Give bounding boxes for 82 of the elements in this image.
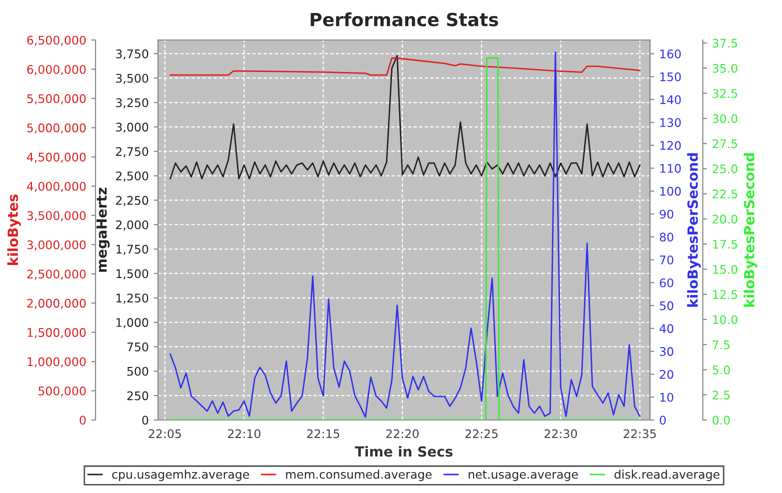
x-tick-label: 22:30	[544, 429, 577, 438]
y2-tick-label: 500,000	[38, 386, 86, 397]
y-tick-label: 3,750	[116, 49, 148, 60]
y-tick-label: 2,750	[116, 147, 148, 158]
y3-tick-label: 70	[660, 255, 674, 264]
legend-label: net.usage.average	[468, 470, 578, 482]
y-tick-label: 22.5	[712, 190, 738, 198]
y-tick-label: 32.5	[712, 89, 738, 98]
y-tick-label: 25.0	[712, 164, 738, 174]
y3-tick-label: 30	[660, 347, 674, 356]
y2-tick-label: 1,000,000	[28, 357, 86, 368]
y-tick-label: 20.0	[712, 214, 738, 224]
y2-tick-label: 1,500,000	[28, 328, 86, 338]
y-tick-label: 27.5	[712, 139, 738, 148]
y-tick-label: 1,500	[116, 269, 148, 280]
y3-tick-label: 150	[660, 72, 681, 82]
x-tick-label: 22:15	[307, 429, 340, 438]
y2-tick-label: 6,000,000	[27, 64, 86, 76]
y-tick-label: 2.5	[712, 390, 730, 400]
x-tick-label: 22:20	[386, 429, 419, 438]
y-tick-label: 3,500	[116, 74, 148, 84]
legend-label: cpu.usagemhz.average	[112, 470, 250, 482]
x-tick-label: 22:10	[228, 429, 260, 438]
y2-tick-label: 4,500,000	[26, 152, 86, 163]
legend-label: mem.consumed.average	[286, 470, 432, 482]
y2-tick-label: 5,500,000	[27, 94, 86, 104]
y2-tick-label: 3,500,000	[27, 211, 86, 222]
y-tick-label: 15.0	[713, 264, 738, 274]
y-tick-label: 35.0	[712, 64, 738, 73]
y3-axis-title: kiloBytesPerSecond	[687, 153, 701, 307]
y-tick-label: 10.0	[713, 315, 738, 324]
y-tick-label: 3,250	[116, 98, 148, 108]
x-tick-label: 22:05	[148, 429, 181, 438]
y-tick-label: 2,000	[116, 220, 148, 230]
y2-tick-label: 2,000,000	[27, 298, 86, 309]
y-tick-label: 7.5	[712, 340, 730, 350]
y-tick-label: 1,750	[116, 244, 148, 255]
y-tick-label: 2,250	[116, 196, 148, 206]
x-tick-label: 22:25	[465, 429, 498, 438]
y3-tick-label: 60	[660, 278, 674, 288]
line-series	[170, 54, 641, 180]
y2-tick-label: 5,000,000	[27, 123, 86, 134]
y3-tick-label: 140	[660, 95, 681, 104]
y-tick-label: 5.0	[712, 365, 730, 374]
y-tick-label: 3,000	[116, 122, 148, 133]
y-tick-label: 12.5	[713, 290, 738, 299]
line-series	[170, 57, 641, 76]
chart-title: Performance Stats	[310, 12, 498, 26]
y3-tick-label: 40	[660, 324, 674, 334]
y3-tick-label: 90	[660, 210, 674, 219]
y2-tick-label: 6,500,000	[27, 36, 86, 46]
y-tick-label: 750	[127, 342, 148, 352]
y-tick-label: 250	[127, 391, 148, 400]
y-axis-title: kiloBytesPerSecond	[744, 153, 758, 307]
y3-tick-label: 110	[660, 164, 681, 173]
y3-tick-label: 160	[660, 49, 681, 58]
y3-tick-label: 0	[660, 416, 666, 425]
legend-label: disk.read.average	[614, 470, 720, 482]
y-tick-label: 37.5	[712, 38, 738, 48]
y2-axis-title: kiloBytes	[7, 194, 21, 265]
y-tick-label: 500	[127, 366, 148, 376]
y3-tick-label: 10	[660, 392, 674, 402]
y2-tick-label: 0	[80, 416, 86, 425]
x-tick-label: 22:35	[624, 429, 656, 438]
y2-tick-label: 2,500,000	[27, 270, 86, 280]
y-tick-label: 0	[142, 416, 148, 425]
y3-tick-label: 130	[660, 118, 681, 128]
y-tick-label: 1,250	[116, 294, 148, 304]
y-tick-label: 2,500	[116, 172, 148, 182]
y3-tick-label: 50	[660, 301, 674, 310]
y2-tick-label: 4,000,000	[26, 182, 86, 192]
x-axis-title: Time in Secs	[354, 446, 453, 457]
y3-tick-label: 100	[660, 186, 681, 196]
y-tick-label: 17.5	[713, 240, 738, 249]
y-tick-label: 0.0	[712, 416, 730, 425]
y3-tick-label: 80	[660, 232, 674, 242]
y-tick-label: 30.0	[712, 114, 738, 124]
y-tick-label: 1,000	[116, 318, 148, 328]
y-axis-title: megaHertz	[96, 188, 110, 272]
y3-tick-label: 120	[660, 141, 681, 150]
y2-tick-label: 3,000,000	[27, 240, 86, 250]
y3-tick-label: 20	[660, 370, 674, 379]
